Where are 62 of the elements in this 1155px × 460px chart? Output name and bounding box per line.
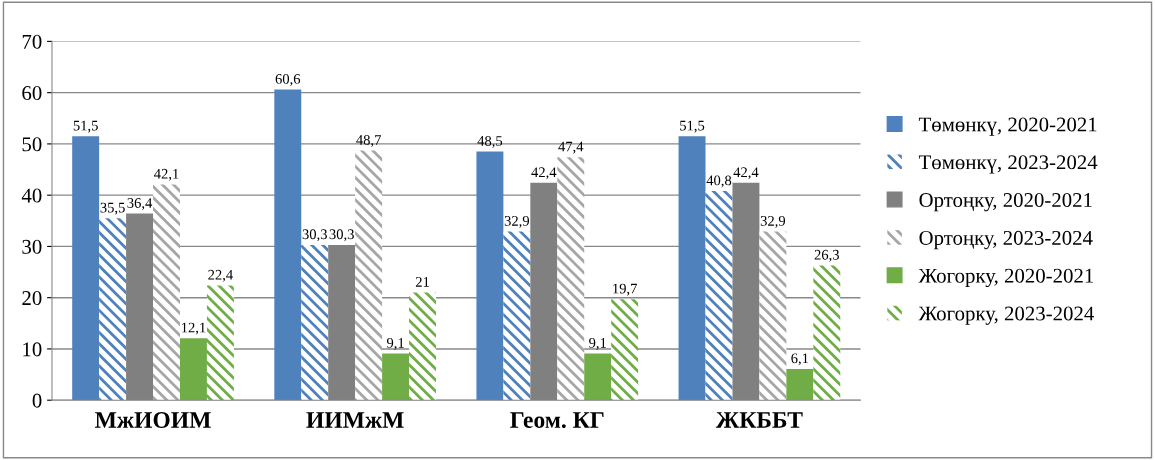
data-label: 36,4 — [127, 198, 153, 210]
data-label: 30,3 — [329, 229, 354, 242]
legend-label: Ортоңку, 2020-2021 — [919, 193, 1092, 212]
data-label: 9,1 — [386, 338, 404, 350]
x-tick-label: ЖКББТ — [715, 412, 803, 428]
bar — [409, 292, 437, 401]
bar — [476, 151, 504, 401]
bar — [274, 89, 302, 401]
legend-label: Жогорку, 2023-2024 — [918, 306, 1094, 325]
bar — [301, 244, 329, 401]
bar — [678, 136, 706, 401]
data-label: 19,7 — [613, 283, 637, 296]
y-tick-label: 10 — [23, 342, 42, 357]
bar — [813, 265, 841, 401]
legend-label: Ортоңку, 2023-2024 — [919, 230, 1093, 250]
data-label: 60,6 — [275, 74, 301, 86]
y-tick-label: 20 — [22, 291, 42, 306]
x-tick-label: ИИМжМ — [306, 412, 404, 428]
y-tick-label: 30 — [22, 239, 42, 254]
data-label: 32,9 — [760, 216, 786, 228]
data-label: 42,1 — [154, 168, 179, 181]
y-tick-label: 60 — [22, 86, 42, 101]
data-label: 30,3 — [302, 229, 327, 242]
bar — [382, 353, 410, 401]
data-label: 51,5 — [680, 120, 705, 133]
bar — [705, 191, 733, 401]
bar — [179, 338, 207, 401]
data-label: 6,1 — [791, 353, 809, 366]
data-label: 51,5 — [73, 120, 98, 133]
bar — [153, 184, 180, 401]
legend-label: Төмөнкү, 2020-2021 — [918, 117, 1097, 136]
y-tick-label: 0 — [32, 393, 42, 408]
data-label: 9,1 — [589, 338, 606, 350]
data-label: 40,8 — [706, 175, 732, 188]
legend-label: Төмөнкү, 2023-2024 — [918, 155, 1098, 174]
data-label: 48,5 — [477, 136, 503, 148]
y-tick-label: 40 — [21, 188, 42, 203]
data-label: 12,1 — [181, 322, 206, 335]
bar — [611, 299, 639, 401]
data-label: 47,4 — [558, 141, 584, 154]
y-tick-label: 50 — [22, 137, 42, 152]
bar — [206, 285, 234, 401]
data-label: 42,4 — [733, 167, 759, 180]
data-label: 35,5 — [100, 202, 125, 215]
x-tick-label: Геом. КГ — [510, 412, 604, 429]
legend-label: Жогорку, 2020-2021 — [918, 268, 1094, 288]
bar — [584, 353, 612, 401]
data-label: 26,3 — [814, 249, 839, 262]
data-label: 42,4 — [531, 167, 557, 180]
bar — [786, 368, 814, 401]
bar — [759, 231, 787, 401]
data-label: 32,9 — [504, 216, 530, 228]
x-tick-label: МжИОИМ — [95, 412, 211, 428]
data-label: 48,7 — [356, 135, 381, 147]
bar — [355, 150, 383, 401]
bar — [557, 157, 585, 401]
y-tick-label: 70 — [22, 34, 42, 49]
data-label: 21 — [415, 277, 429, 287]
bar — [72, 136, 100, 401]
bar — [99, 218, 127, 401]
bar — [503, 231, 531, 401]
data-label: 22,4 — [208, 269, 233, 282]
